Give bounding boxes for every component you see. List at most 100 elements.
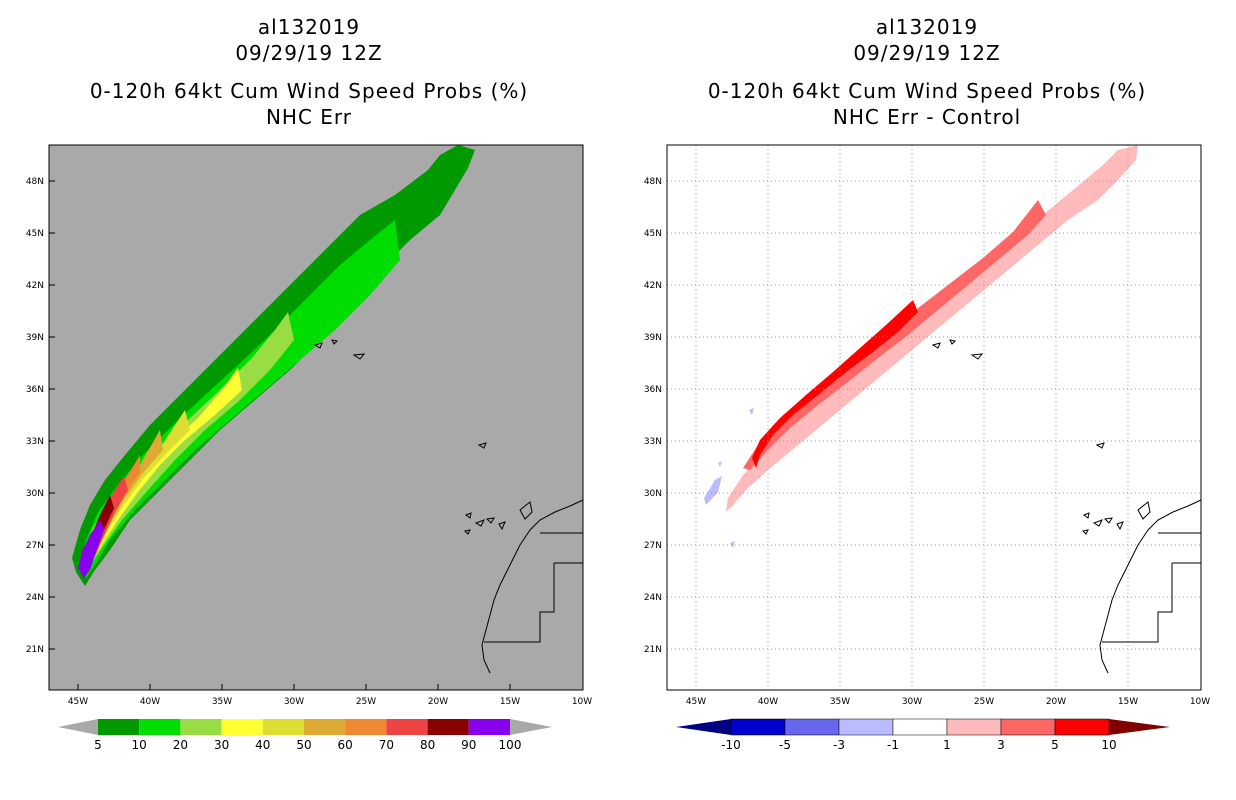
left-coastlines xyxy=(313,339,584,674)
right-lat-axis: 48N 45N 42N 39N 36N 33N 30N 27N 24N 21N xyxy=(644,177,662,655)
colorbar-label: 3 xyxy=(997,738,1005,752)
lat-label: 24N xyxy=(644,593,662,603)
border-line xyxy=(484,562,583,643)
left-title: 0-120h 64kt Cum Wind Speed Probs (%) xyxy=(89,79,529,103)
canary-island xyxy=(474,519,486,527)
right-panel: al132019 09/29/19 12Z 0-120h 64kt Cum Wi… xyxy=(618,0,1236,800)
lon-label: 40W xyxy=(758,697,778,707)
azores-island xyxy=(313,342,323,349)
lon-label: 45W xyxy=(68,697,88,707)
colorbar-under-arrow xyxy=(676,719,731,735)
colorbar-over-arrow xyxy=(1109,719,1170,735)
colorbar-label: 70 xyxy=(379,738,394,752)
colorbar-label: 90 xyxy=(461,738,476,752)
colorbar-label: 80 xyxy=(420,738,435,752)
lon-label: 10W xyxy=(572,697,592,707)
colorbar-label: 10 xyxy=(1101,738,1116,752)
lat-label: 48N xyxy=(644,177,662,187)
lat-label: 42N xyxy=(26,281,44,291)
azores-island xyxy=(949,339,957,345)
colorbar-label: 10 xyxy=(132,738,147,752)
left-subtitle: NHC Err xyxy=(265,105,353,129)
lon-label: 35W xyxy=(212,697,232,707)
swath-diff-3-5 xyxy=(743,200,1046,470)
lon-label: 45W xyxy=(686,697,706,707)
canary-island xyxy=(1092,519,1104,527)
madeira-island xyxy=(477,442,487,449)
colorbar-swatch xyxy=(262,719,304,735)
right-subtitle: NHC Err - Control xyxy=(832,105,1022,129)
africa-coast xyxy=(481,499,584,674)
lat-label: 30N xyxy=(644,489,662,499)
lat-label: 21N xyxy=(26,645,44,655)
swath-diff-neg xyxy=(704,476,722,505)
swath-40-50 xyxy=(90,410,190,556)
lon-label: 20W xyxy=(428,697,448,707)
border-line xyxy=(1102,562,1201,643)
colorbar-over-arrow xyxy=(510,719,552,735)
canary-island xyxy=(1137,501,1151,520)
lat-label: 45N xyxy=(26,229,44,239)
colorbar-swatch xyxy=(427,719,469,735)
left-lon-axis: 45W 40W 35W 30W 25W 20W 15W 10W xyxy=(68,684,592,707)
swath-30-40 xyxy=(88,368,242,560)
colorbar-swatch xyxy=(730,718,786,736)
canary-island xyxy=(1082,512,1090,519)
colorbar-label: 100 xyxy=(499,738,522,752)
right-lon-axis: 45W 40W 35W 30W 25W 20W 15W 10W xyxy=(686,697,1210,707)
left-map-frame xyxy=(48,144,584,691)
colorbar-label: -10 xyxy=(721,738,741,752)
swath-90-100 xyxy=(78,520,104,578)
right-map-background xyxy=(667,145,1201,690)
canary-island xyxy=(463,529,471,535)
azores-island xyxy=(352,353,366,360)
azores-island xyxy=(931,342,941,349)
right-colorbar: -10 -5 -3 -1 1 3 5 10 xyxy=(676,718,1170,752)
lat-label: 33N xyxy=(26,437,44,447)
colorbar-label: -1 xyxy=(887,738,899,752)
colorbar-swatch xyxy=(304,719,346,735)
swath-20-30 xyxy=(84,312,294,566)
left-panel: al132019 09/29/19 12Z 0-120h 64kt Cum Wi… xyxy=(26,15,592,752)
lon-label: 35W xyxy=(830,697,850,707)
colorbar-swatch xyxy=(838,718,894,736)
right-map: 48N 45N 42N 39N 36N 33N 30N 27N 24N 21N … xyxy=(644,144,1210,752)
left-storm-id: al132019 xyxy=(257,15,361,39)
swath-diff-1-3 xyxy=(726,145,1138,512)
colorbar-swatch xyxy=(1054,718,1110,736)
colorbar-under-arrow xyxy=(58,719,98,735)
colorbar-swatch xyxy=(892,718,948,736)
colorbar-label: 5 xyxy=(94,738,102,752)
colorbar-swatch xyxy=(468,719,510,735)
lat-label: 45N xyxy=(644,229,662,239)
lon-label: 25W xyxy=(974,697,994,707)
colorbar-swatch xyxy=(98,719,140,735)
right-map-frame xyxy=(666,144,1202,691)
azores-island xyxy=(331,339,339,345)
right-difference-swath xyxy=(704,145,1138,548)
colorbar-label: 20 xyxy=(173,738,188,752)
colorbar-label: 1 xyxy=(943,738,951,752)
colorbar-label: 40 xyxy=(255,738,270,752)
lon-label: 40W xyxy=(140,697,160,707)
lat-label: 27N xyxy=(26,541,44,551)
colorbar-swatch xyxy=(784,718,840,736)
canary-island xyxy=(1103,517,1113,524)
lat-label: 39N xyxy=(26,333,44,343)
lon-label: 10W xyxy=(1190,697,1210,707)
colorbar-label: 5 xyxy=(1051,738,1059,752)
lat-label: 30N xyxy=(26,489,44,499)
lon-label: 30W xyxy=(902,697,922,707)
madeira-island xyxy=(1095,442,1105,449)
swath-diff-neg xyxy=(730,541,735,548)
swath-diff-neg xyxy=(749,408,754,415)
colorbar-label: 30 xyxy=(214,738,229,752)
colorbar-swatch xyxy=(386,719,428,735)
right-storm-id: al132019 xyxy=(875,15,979,39)
left-probability-swath xyxy=(72,145,475,586)
right-grid xyxy=(667,145,1201,690)
lat-label: 21N xyxy=(644,645,662,655)
colorbar-swatch xyxy=(180,719,222,735)
colorbar-swatch xyxy=(1000,718,1056,736)
lat-label: 27N xyxy=(644,541,662,551)
